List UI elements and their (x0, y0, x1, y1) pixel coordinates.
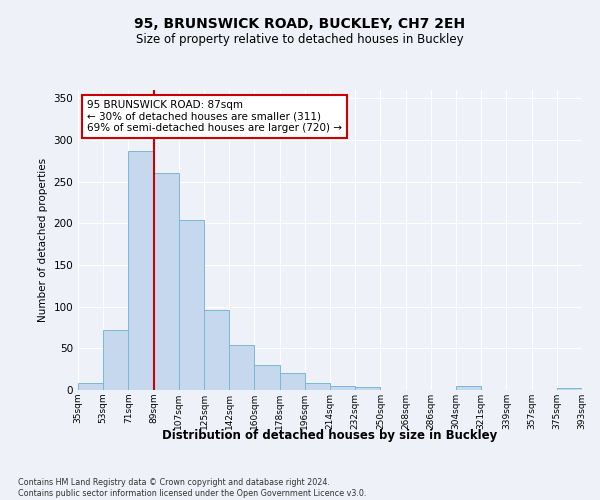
Bar (179, 220, 204, 390)
Bar (103, 330, 128, 390)
Text: 95, BRUNSWICK ROAD, BUCKLEY, CH7 2EH: 95, BRUNSWICK ROAD, BUCKLEY, CH7 2EH (134, 18, 466, 32)
Text: Contains HM Land Registry data © Crown copyright and database right 2024.
Contai: Contains HM Land Registry data © Crown c… (18, 478, 367, 498)
Text: 95 BRUNSWICK ROAD: 87sqm
← 30% of detached houses are smaller (311)
69% of semi-: 95 BRUNSWICK ROAD: 87sqm ← 30% of detach… (87, 100, 342, 133)
Bar (355, 386, 380, 390)
Bar (254, 365, 280, 390)
Bar (280, 374, 305, 390)
Y-axis label: Number of detached properties: Number of detached properties (38, 158, 48, 322)
Bar (128, 151, 154, 390)
Text: Size of property relative to detached houses in Buckley: Size of property relative to detached ho… (136, 32, 464, 46)
Bar (154, 174, 179, 390)
Bar (305, 384, 330, 390)
Bar (204, 310, 229, 390)
Bar (78, 384, 103, 390)
Bar (330, 386, 355, 390)
Bar (557, 388, 582, 390)
Bar (229, 345, 254, 390)
Text: Distribution of detached houses by size in Buckley: Distribution of detached houses by size … (163, 428, 497, 442)
Bar (456, 386, 481, 390)
